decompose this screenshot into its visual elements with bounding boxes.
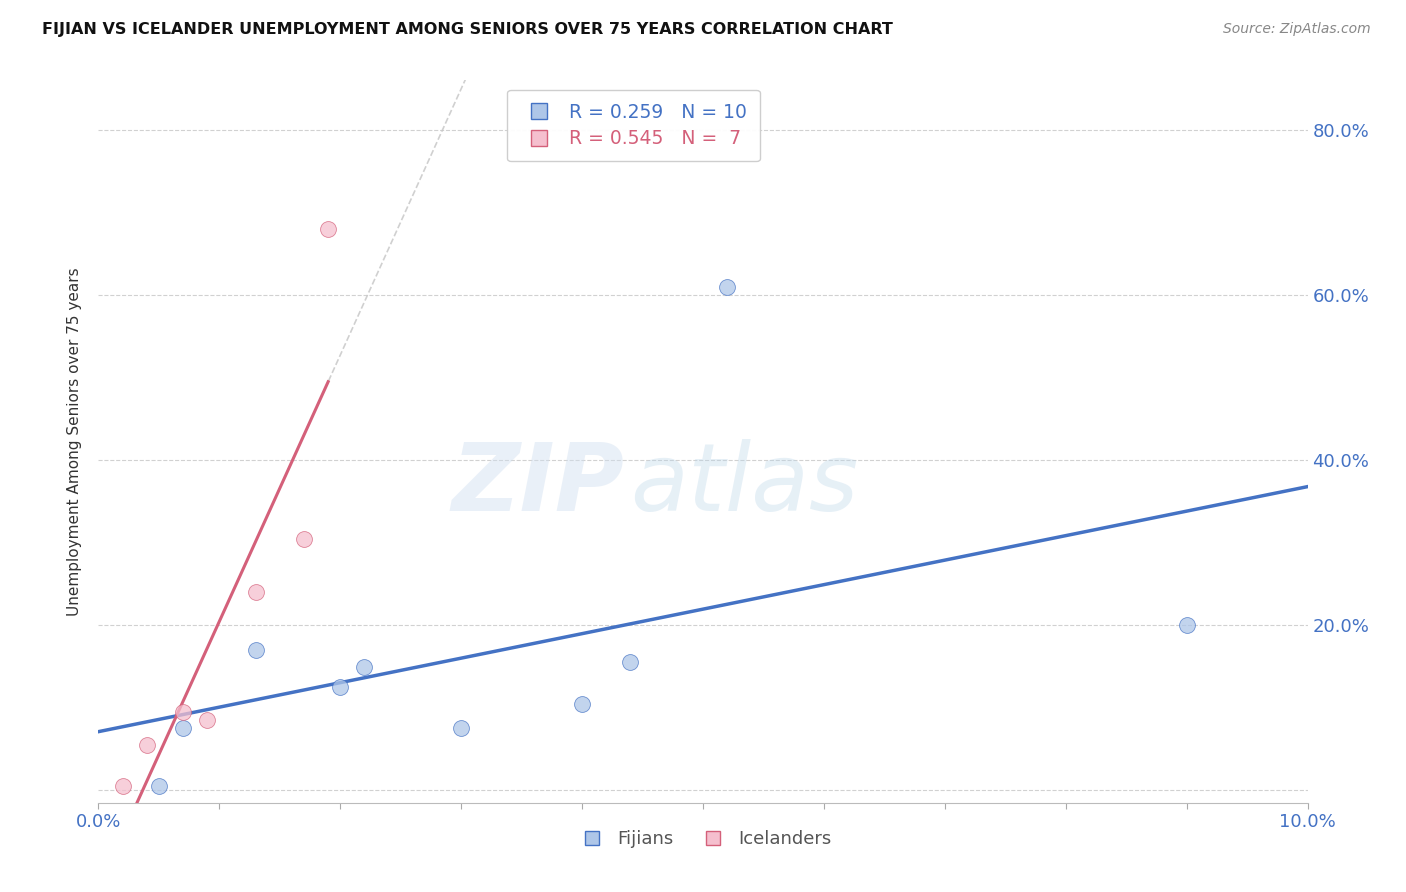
Point [245,585,267,599]
Text: atlas: atlas [630,440,859,531]
Point [148,779,170,793]
Point [450,722,472,736]
Point [111,779,134,793]
Point [245,643,267,657]
Point [135,738,157,752]
Text: FIJIAN VS ICELANDER UNEMPLOYMENT AMONG SENIORS OVER 75 YEARS CORRELATION CHART: FIJIAN VS ICELANDER UNEMPLOYMENT AMONG S… [42,22,893,37]
Point [716,279,738,293]
Legend: Fijians, Icelanders: Fijians, Icelanders [567,822,839,855]
Point [329,680,352,694]
Y-axis label: Unemployment Among Seniors over 75 years: Unemployment Among Seniors over 75 years [67,268,83,615]
Point [195,713,218,727]
Point [316,222,339,236]
Point [353,659,375,673]
Text: Source: ZipAtlas.com: Source: ZipAtlas.com [1223,22,1371,37]
Text: ZIP: ZIP [451,439,624,531]
Point [571,697,593,711]
Point [619,656,641,670]
Point [172,722,194,736]
Point [172,705,194,719]
Point [292,532,315,546]
Point [1175,618,1198,632]
